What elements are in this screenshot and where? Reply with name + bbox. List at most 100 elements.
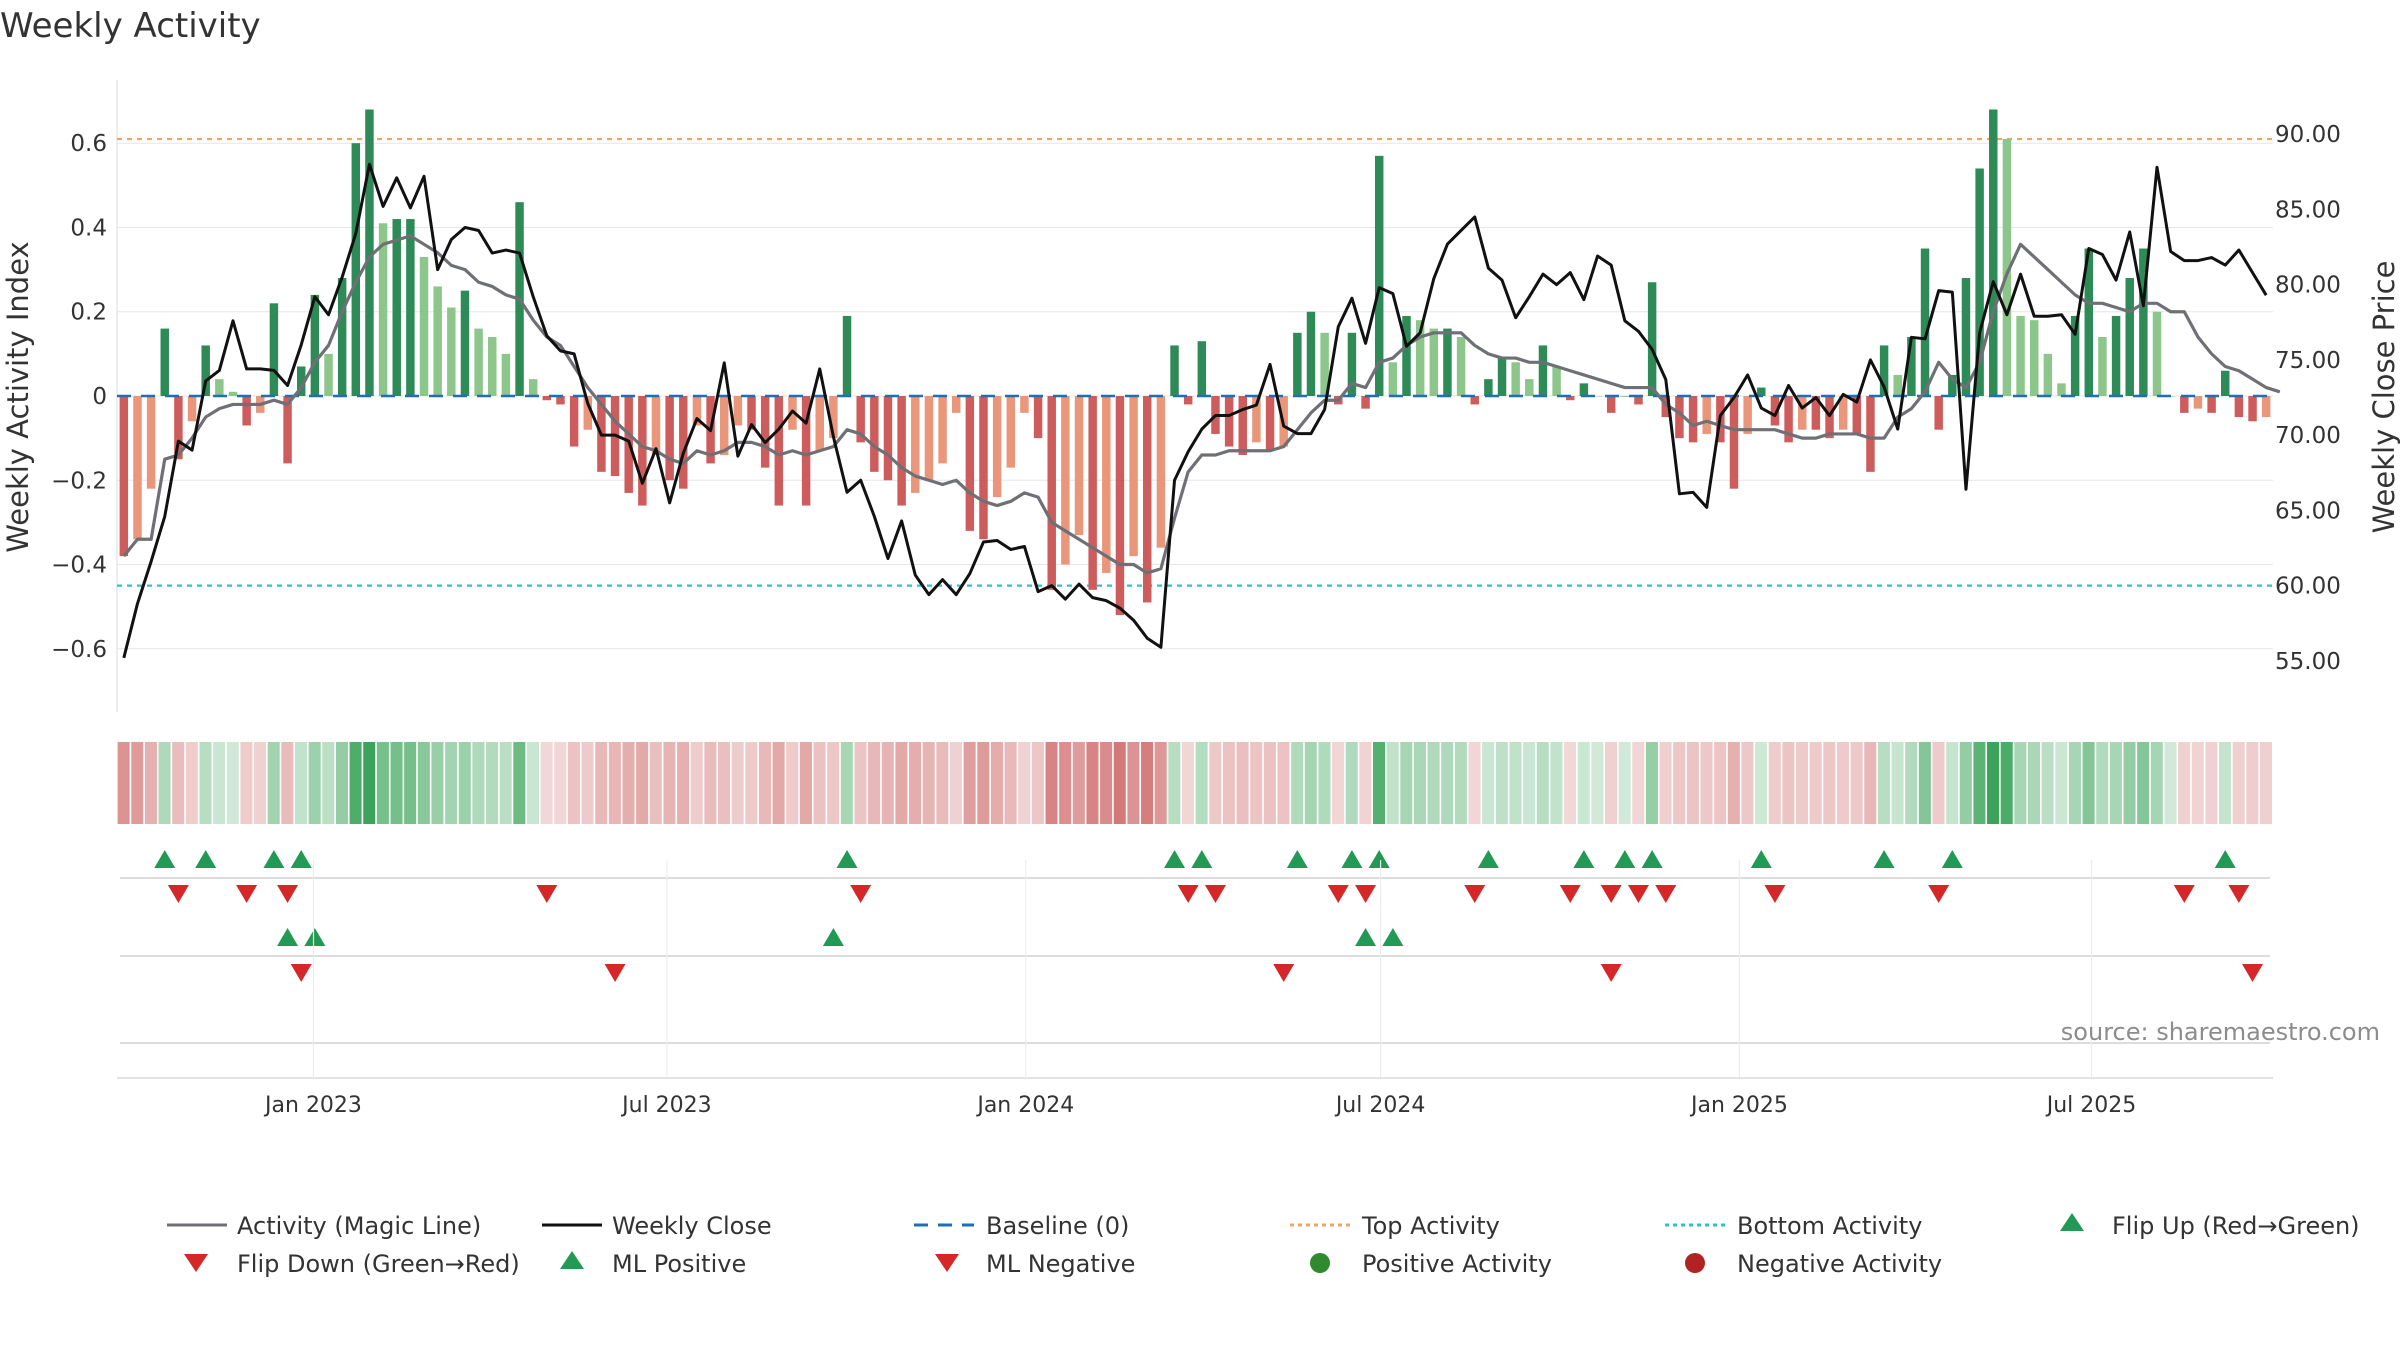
activity-bar	[187, 396, 197, 422]
activity-strip-cell	[144, 742, 157, 824]
activity-bar	[447, 307, 456, 396]
activity-strip-cell	[758, 742, 771, 824]
activity-strip-cell	[663, 742, 676, 824]
activity-strip-cell	[322, 742, 335, 824]
activity-bar	[2098, 337, 2107, 396]
activity-bar	[1115, 396, 1125, 616]
ml-marker-panel	[120, 928, 2270, 982]
magic-line-series	[122, 234, 2281, 575]
activity-bar	[638, 396, 647, 506]
legend-label-negative-activity: Negative Activity	[1737, 1250, 1942, 1278]
activity-strip-cell	[1673, 742, 1686, 824]
activity-bar	[1934, 396, 1943, 430]
flip-up-marker	[263, 850, 285, 868]
flip-down-marker	[236, 885, 258, 903]
activity-bar	[542, 396, 552, 401]
activity-strip-cell	[840, 742, 853, 824]
activity-bar	[296, 366, 306, 396]
activity-strip-cell	[1209, 742, 1222, 824]
activity-strip-cell	[1059, 742, 1072, 824]
activity-strip-cell	[404, 742, 417, 824]
legend-label-ml-negative: ML Negative	[986, 1250, 1135, 1278]
activity-strip-cell	[1263, 742, 1276, 824]
y-tick-label: −0.4	[51, 553, 107, 579]
activity-strip-cell	[513, 742, 526, 824]
activity-strip-cell	[240, 742, 253, 824]
flip-down-marker	[536, 885, 558, 903]
y-tick-label: 0.2	[70, 300, 107, 326]
activity-strip-cell	[1796, 742, 1809, 824]
activity-bar	[1238, 396, 1247, 455]
flip-up-marker	[1341, 850, 1363, 868]
activity-strip-cell	[199, 742, 212, 824]
activity-strip-cell	[2068, 742, 2081, 824]
activity-bar	[1006, 396, 1016, 468]
activity-bar	[146, 396, 156, 489]
flip-up-marker	[1750, 850, 1772, 868]
legend-item-positive-activity: Positive Activity	[1310, 1250, 1552, 1278]
activity-bar	[1497, 358, 1507, 396]
activity-strip-cell	[1413, 742, 1426, 824]
activity-bar	[1593, 396, 1602, 397]
activity-bar	[1975, 168, 1984, 396]
activity-strip-cell	[1454, 742, 1467, 824]
y-tick-label: 0	[92, 384, 107, 410]
activity-bar	[1020, 396, 1029, 413]
activity-bar	[692, 396, 702, 426]
activity-strip-cell	[131, 742, 144, 824]
flip-up-marker	[836, 850, 858, 868]
activity-strip-cell	[2164, 742, 2177, 824]
activity-bar	[2016, 315, 2025, 396]
activity-strip-cell	[540, 742, 553, 824]
activity-bar	[1102, 396, 1111, 573]
flip-down-marker	[1327, 885, 1349, 903]
activity-bar	[2180, 396, 2189, 413]
activity-strip-cell	[1168, 742, 1181, 824]
activity-bar	[1511, 362, 1520, 396]
activity-bar	[1061, 396, 1070, 565]
legend-marker-flip-down	[184, 1254, 208, 1272]
activity-strip-cell	[1564, 742, 1577, 824]
activity-bar	[856, 396, 865, 443]
activity-strip-cell	[1086, 742, 1099, 824]
activity-bar	[1757, 387, 1766, 396]
activity-strip-cell	[799, 742, 812, 824]
activity-strip-cell	[1427, 742, 1440, 824]
activity-strip-cell	[499, 742, 512, 824]
legend-item-ml-positive: ML Positive	[560, 1250, 746, 1278]
activity-strip-cell	[704, 742, 717, 824]
activity-bar	[1920, 248, 1930, 396]
activity-strip-cell	[2205, 742, 2218, 824]
date-tick-label: Jul 2024	[1334, 1093, 1426, 1118]
activity-strip-cell	[1550, 742, 1563, 824]
activity-strip-cell	[595, 742, 608, 824]
activity-bar	[747, 396, 756, 430]
activity-bar	[1443, 328, 1452, 396]
date-axis-panel: Jan 2023 Jul 2023 Jan 2024 Jul 2024 Jan 2025…	[117, 860, 2273, 1118]
activity-bar	[1797, 396, 1807, 430]
flip-down-marker	[1464, 885, 1486, 903]
activity-bar	[474, 328, 483, 396]
activity-bar	[815, 396, 824, 451]
activity-strip-cell	[349, 742, 362, 824]
activity-bar	[242, 396, 251, 426]
activity-strip-cell	[1591, 742, 1604, 824]
flip-down-marker	[2228, 885, 2250, 903]
activity-bar	[1470, 396, 1479, 405]
activity-bar	[2111, 315, 2121, 396]
activity-strip-cell	[1645, 742, 1658, 824]
activity-bar	[951, 396, 961, 413]
activity-strip-cell	[1768, 742, 1781, 824]
flip-down-marker	[1355, 885, 1377, 903]
activity-strip-cell	[2096, 742, 2109, 824]
activity-strip-cell	[1823, 742, 1836, 824]
activity-strip-cell	[813, 742, 826, 824]
activity-bar	[965, 396, 975, 531]
activity-strip-cell	[1727, 742, 1740, 824]
activity-bar	[911, 396, 920, 493]
activity-strip-cell	[1441, 742, 1454, 824]
activity-bar	[488, 337, 497, 396]
flip-down-marker	[1627, 885, 1649, 903]
activity-bar	[1361, 396, 1370, 409]
activity-strip-cell	[567, 742, 580, 824]
